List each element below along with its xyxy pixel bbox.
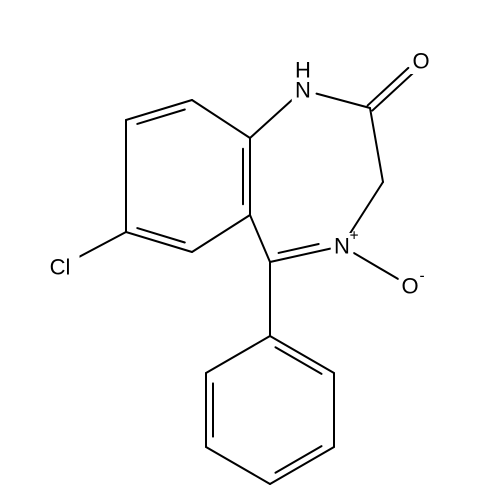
atom-N4-charge: + <box>350 228 359 245</box>
molecule-diagram: NHON+O-Cl <box>0 0 500 500</box>
atom-N1-sub: H <box>295 58 311 83</box>
atom-Cl: Cl <box>50 255 71 280</box>
atom-O2: O <box>401 274 418 299</box>
atom-N4: N <box>334 234 350 259</box>
atom-O1: O <box>412 49 429 74</box>
atom-O2-charge: - <box>420 268 425 285</box>
